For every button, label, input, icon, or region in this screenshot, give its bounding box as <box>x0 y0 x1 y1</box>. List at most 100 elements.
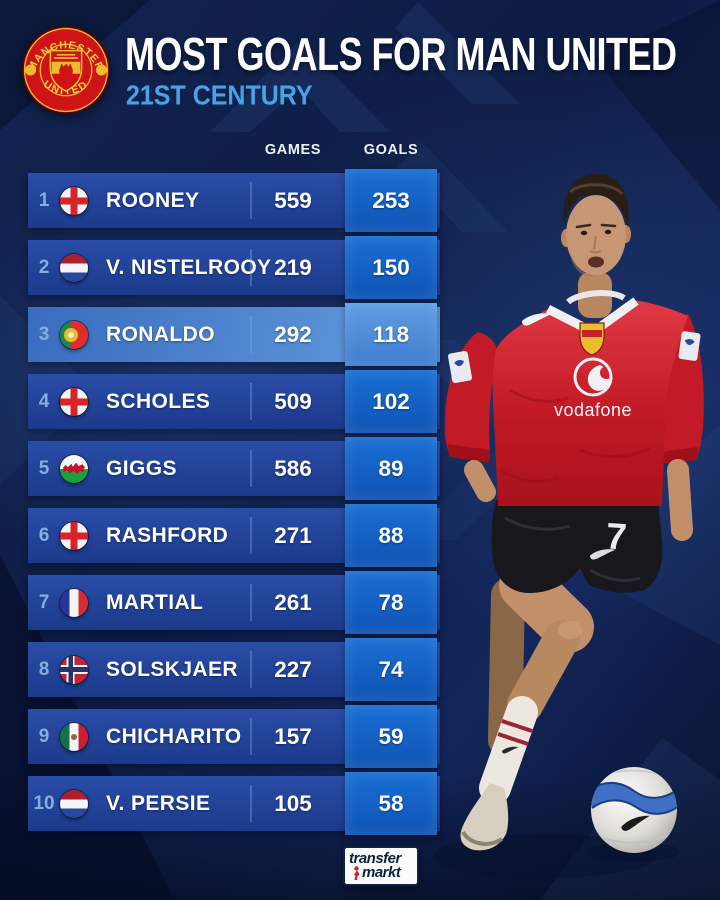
mouth <box>588 256 604 268</box>
games-value: 157 <box>274 723 312 749</box>
crest-ship <box>54 54 78 59</box>
rank-number: 5 <box>38 457 50 479</box>
column-divider <box>250 182 252 219</box>
mexico-flag-icon <box>60 722 88 751</box>
england-flag-icon <box>60 521 88 550</box>
goals-value: 253 <box>372 187 410 213</box>
goals-box: 78 <box>345 571 437 634</box>
sleeve-badge-left <box>448 350 472 384</box>
goals-value: 59 <box>378 723 404 749</box>
table-row: 7 MARTIAL 261 78 <box>28 571 440 634</box>
column-divider <box>250 718 252 755</box>
boot-sole <box>461 830 504 846</box>
sleeve-badge-right <box>678 331 701 361</box>
goals-value: 89 <box>378 455 404 481</box>
games-value: 227 <box>274 656 312 682</box>
vodafone-logo: vodafone <box>554 357 632 420</box>
goals-value: 118 <box>372 321 410 347</box>
goals-value: 150 <box>372 254 410 280</box>
norway-flag-icon <box>60 655 88 684</box>
games-value: 559 <box>274 187 312 213</box>
games-value: 271 <box>274 522 312 548</box>
shorts: 7 <box>491 500 663 593</box>
man-united-crest-logo: MANCHESTER UNITED <box>21 25 111 115</box>
games-value: 586 <box>274 455 312 481</box>
netherlands-flag-icon <box>60 253 88 282</box>
front-leg <box>499 559 594 723</box>
column-divider <box>250 316 252 353</box>
games-value: 219 <box>274 254 312 280</box>
goals-value: 78 <box>378 589 404 615</box>
table-row: 5 GIGGS 586 89 <box>28 437 440 500</box>
rank-number: 10 <box>33 792 55 814</box>
crest-devil <box>59 63 73 78</box>
column-divider <box>250 249 252 286</box>
rank-number: 8 <box>38 658 50 680</box>
column-divider <box>250 785 252 822</box>
player-name: SOLSKJAER <box>106 657 238 681</box>
table-row: 3 RONALDO 292 118 <box>28 303 440 366</box>
right-hand <box>667 459 693 541</box>
rank-number: 3 <box>38 323 50 345</box>
games-value: 261 <box>274 589 312 615</box>
rank-number: 2 <box>38 256 50 278</box>
goals-value: 88 <box>378 522 404 548</box>
goals-box: 102 <box>345 370 437 433</box>
table-row: 8 SOLSKJAER 227 74 <box>28 638 440 701</box>
goals-box: 74 <box>345 638 437 701</box>
column-divider <box>250 651 252 688</box>
goals-value: 74 <box>378 656 404 682</box>
ronaldo-photo-illustration: 7 vodafone <box>433 174 704 878</box>
goals-value: 58 <box>378 790 404 816</box>
england-flag-icon <box>60 387 88 416</box>
crest-football-right <box>95 64 107 76</box>
player-name: RONALDO <box>106 322 215 346</box>
boot <box>460 783 509 851</box>
brand-line-2-text: markt <box>362 864 401 881</box>
shorts-number: 7 <box>605 515 628 557</box>
england-flag-icon <box>60 186 88 215</box>
rank-number: 6 <box>38 524 50 546</box>
goals-box: 89 <box>345 437 437 500</box>
rank-number: 7 <box>38 591 50 613</box>
column-divider <box>250 517 252 554</box>
portugal-flag-icon <box>60 320 88 349</box>
brand-line-2: markt <box>352 864 413 881</box>
table-row: 1 ROONEY 559 253 <box>28 169 440 232</box>
left-sleeve <box>444 332 499 458</box>
head <box>561 174 631 318</box>
page-subtitle: 21ST CENTURY <box>126 80 313 112</box>
shirt-crest-icon <box>579 322 605 356</box>
player-name: SCHOLES <box>106 389 211 413</box>
jersey: vodafone <box>444 297 704 506</box>
netherlands-flag-icon <box>60 789 88 818</box>
player-name: MARTIAL <box>106 590 204 614</box>
jersey-torso <box>492 300 688 506</box>
table-row: 2 V. NISTELROOY 219 150 <box>28 236 440 299</box>
transfermarkt-logo: transfer markt <box>343 846 419 886</box>
games-value: 509 <box>274 388 312 414</box>
table-row: 6 RASHFORD 271 88 <box>28 504 440 567</box>
player-name: V. PERSIE <box>106 791 211 815</box>
player-name: CHICHARITO <box>106 724 242 748</box>
column-divider <box>250 450 252 487</box>
player-name: V. NISTELROOY <box>106 255 272 279</box>
goals-box: 150 <box>345 236 437 299</box>
rank-number: 9 <box>38 725 50 747</box>
table-row: 10 V. PERSIE 105 58 <box>28 772 440 835</box>
rank-number: 1 <box>38 189 50 211</box>
rank-number: 4 <box>38 390 50 412</box>
brand-line-1: transfer <box>349 849 401 867</box>
column-header-goals: GOALS <box>363 142 419 158</box>
goals-box: 253 <box>345 169 437 232</box>
games-value: 105 <box>274 790 312 816</box>
ranking-table-rows: 1 ROONEY 559 253 2 V. NISTELROOY 219 150… <box>28 169 440 843</box>
player-name: GIGGS <box>106 456 177 480</box>
player-name: RASHFORD <box>106 523 229 547</box>
column-headers: GAMES GOALS <box>28 142 440 162</box>
page-title: MOST GOALS FOR MAN UNITED <box>125 28 677 81</box>
column-header-games: GAMES <box>264 142 322 158</box>
crest-football-left <box>25 64 37 76</box>
wales-flag-icon <box>60 454 88 483</box>
